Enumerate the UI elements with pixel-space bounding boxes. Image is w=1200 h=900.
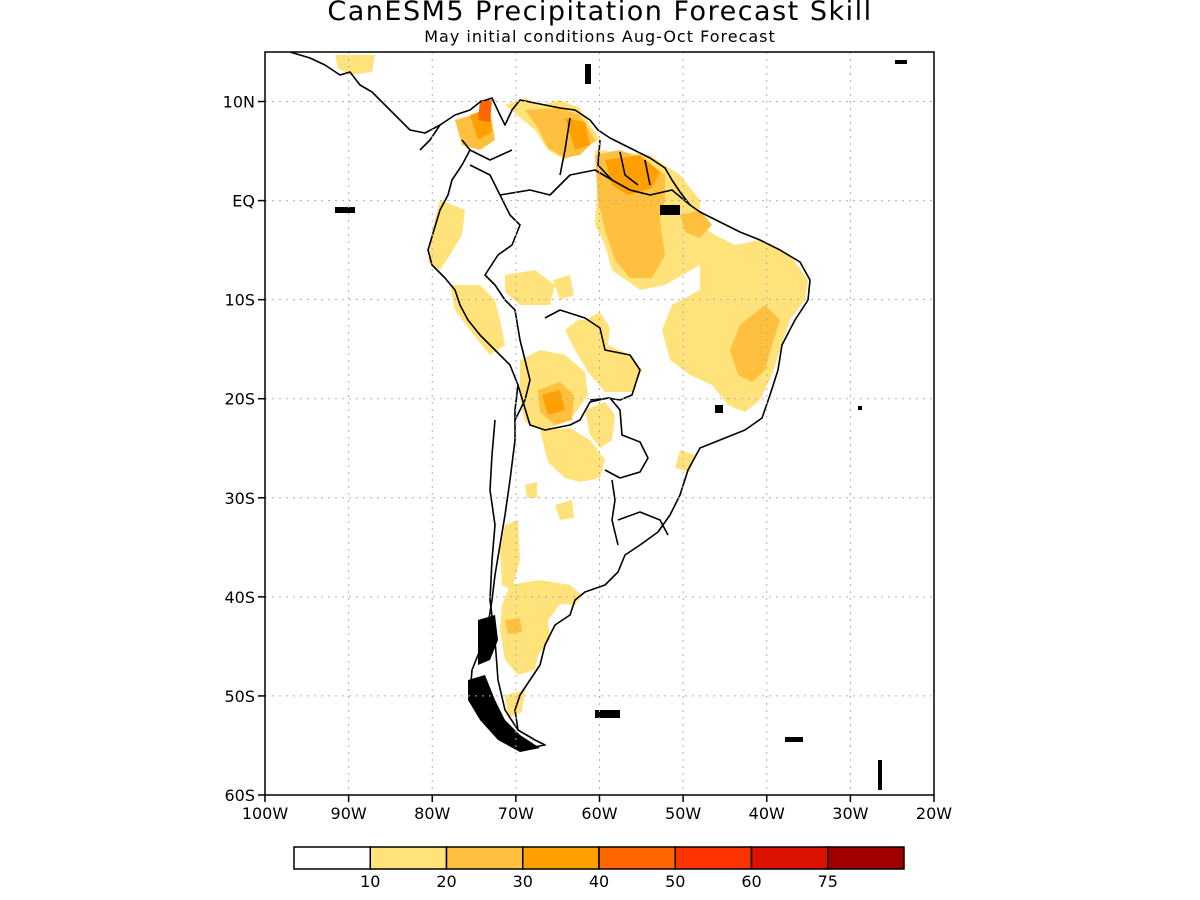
colorbar-label: 10 (360, 872, 380, 891)
lat-tick-label: 50S (224, 687, 255, 706)
colorbar-label: 30 (513, 872, 533, 891)
lon-tick-label: 40W (749, 804, 785, 823)
skill-shading-40-50 (478, 100, 492, 122)
lon-tick-label: 70W (498, 804, 534, 823)
lat-tick-label: 30S (224, 489, 255, 508)
colorbar-label: 75 (818, 872, 838, 891)
lon-tick-label: 100W (242, 804, 289, 823)
lat-tick-label: 10N (223, 93, 255, 112)
lat-tick-label: 40S (224, 588, 255, 607)
colorbar-label: 60 (741, 872, 761, 891)
map-title: CanESM5 Precipitation Forecast Skill (327, 0, 873, 27)
lat-tick-label: EQ (232, 192, 255, 211)
colorbar-swatch (293, 846, 371, 870)
colorbar-swatch (369, 846, 448, 870)
colorbar: 10 20 30 40 50 60 75 (293, 846, 905, 891)
colorbar-swatch (827, 846, 905, 870)
lon-tick-label: 20W (916, 804, 952, 823)
lon-tick-label: 60W (581, 804, 617, 823)
colorbar-label: 40 (589, 872, 609, 891)
lon-tick-label: 50W (665, 804, 701, 823)
lat-tick-label: 20S (224, 390, 255, 409)
colorbar-label: 20 (436, 872, 456, 891)
colorbar-swatch (750, 846, 829, 870)
lon-tick-label: 80W (414, 804, 450, 823)
map-subtitle: May initial conditions Aug-Oct Forecast (424, 27, 776, 46)
lon-tick-label: 30W (832, 804, 868, 823)
colorbar-swatch (598, 846, 676, 870)
lon-axis: 100W 90W 80W 70W 60W 50W 40W 30W 20W (242, 795, 952, 823)
lon-tick-label: 90W (331, 804, 367, 823)
lat-axis: 10N EQ 10S 20S 30S 40S 50S 60S (223, 93, 265, 805)
grid-lines (265, 52, 934, 795)
colorbar-label: 50 (665, 872, 685, 891)
lat-tick-label: 60S (224, 786, 255, 805)
colorbar-swatch (522, 846, 600, 870)
islands (335, 60, 907, 790)
lat-tick-label: 10S (224, 291, 255, 310)
colorbar-swatch (674, 846, 753, 870)
colorbar-swatch (445, 846, 524, 870)
coastlines (289, 52, 811, 749)
